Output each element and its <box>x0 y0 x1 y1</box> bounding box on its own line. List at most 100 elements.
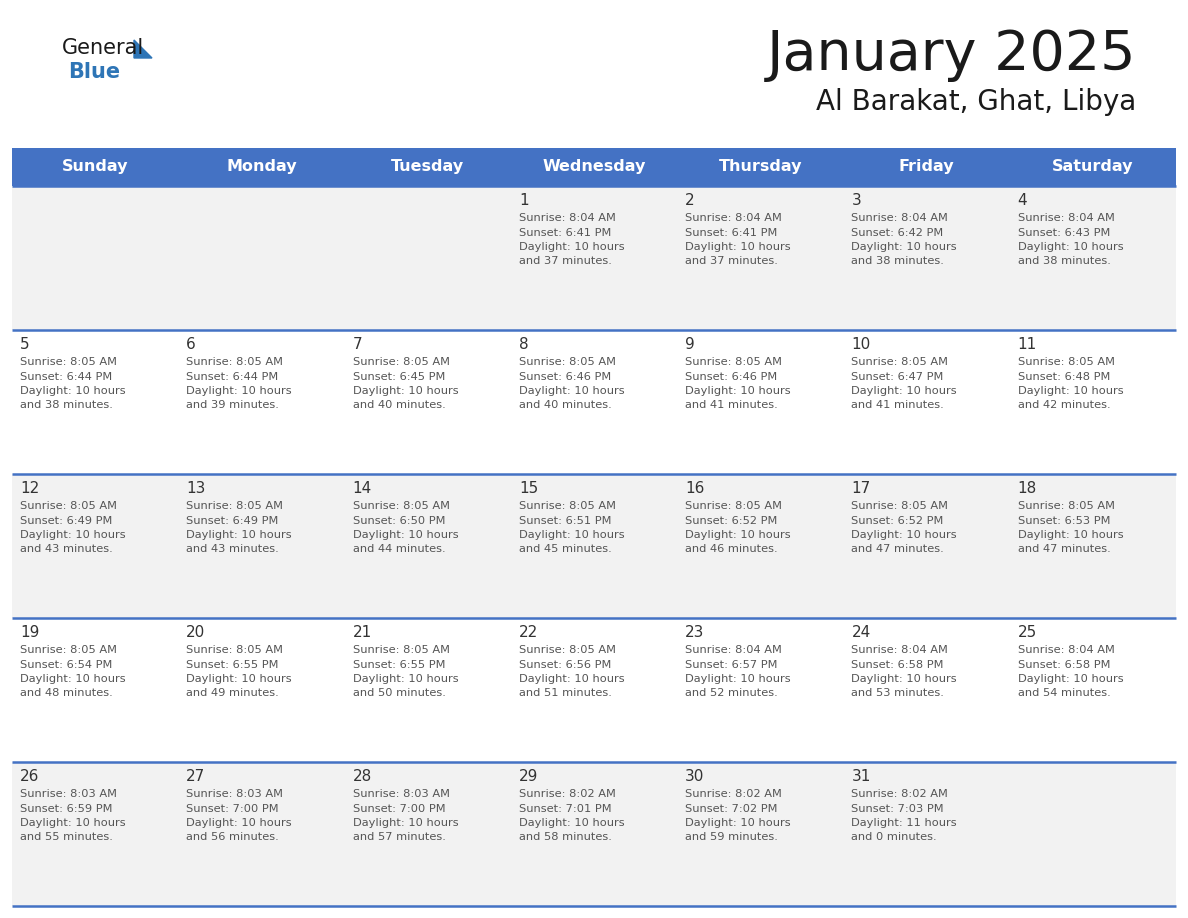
Text: 10: 10 <box>852 337 871 352</box>
Text: and 43 minutes.: and 43 minutes. <box>20 544 113 554</box>
Text: General: General <box>62 38 144 58</box>
Text: 24: 24 <box>852 625 871 640</box>
Text: Sunday: Sunday <box>62 160 128 174</box>
Text: 1: 1 <box>519 193 529 208</box>
Text: Sunset: 6:49 PM: Sunset: 6:49 PM <box>187 516 279 525</box>
Text: Sunrise: 8:04 AM: Sunrise: 8:04 AM <box>852 213 948 223</box>
Text: 16: 16 <box>685 481 704 496</box>
Text: Sunrise: 8:05 AM: Sunrise: 8:05 AM <box>852 357 948 367</box>
Text: and 37 minutes.: and 37 minutes. <box>519 256 612 266</box>
Text: and 49 minutes.: and 49 minutes. <box>187 688 279 699</box>
Text: Sunrise: 8:05 AM: Sunrise: 8:05 AM <box>187 357 283 367</box>
Text: Sunset: 6:44 PM: Sunset: 6:44 PM <box>20 372 112 382</box>
Text: and 57 minutes.: and 57 minutes. <box>353 833 446 843</box>
Text: Sunset: 6:41 PM: Sunset: 6:41 PM <box>685 228 777 238</box>
Text: Daylight: 10 hours: Daylight: 10 hours <box>685 530 791 540</box>
Text: and 58 minutes.: and 58 minutes. <box>519 833 612 843</box>
Bar <box>12 474 1176 618</box>
Text: and 45 minutes.: and 45 minutes. <box>519 544 612 554</box>
Polygon shape <box>134 40 152 58</box>
Text: Sunrise: 8:04 AM: Sunrise: 8:04 AM <box>1018 645 1114 655</box>
Text: Sunset: 6:46 PM: Sunset: 6:46 PM <box>519 372 611 382</box>
Text: Daylight: 10 hours: Daylight: 10 hours <box>685 674 791 684</box>
Text: and 38 minutes.: and 38 minutes. <box>1018 256 1111 266</box>
Text: Sunrise: 8:03 AM: Sunrise: 8:03 AM <box>187 789 283 799</box>
Text: and 55 minutes.: and 55 minutes. <box>20 833 113 843</box>
Text: Blue: Blue <box>68 62 120 82</box>
Text: Sunrise: 8:05 AM: Sunrise: 8:05 AM <box>353 645 449 655</box>
Text: 5: 5 <box>20 337 30 352</box>
Text: Sunset: 6:43 PM: Sunset: 6:43 PM <box>1018 228 1110 238</box>
Text: Daylight: 10 hours: Daylight: 10 hours <box>685 242 791 252</box>
Text: and 41 minutes.: and 41 minutes. <box>685 400 778 410</box>
Text: and 41 minutes.: and 41 minutes. <box>852 400 944 410</box>
Text: Sunrise: 8:05 AM: Sunrise: 8:05 AM <box>519 357 615 367</box>
Text: Daylight: 10 hours: Daylight: 10 hours <box>519 674 625 684</box>
Text: Daylight: 10 hours: Daylight: 10 hours <box>353 530 459 540</box>
Text: Sunset: 7:00 PM: Sunset: 7:00 PM <box>353 803 446 813</box>
Text: Sunrise: 8:02 AM: Sunrise: 8:02 AM <box>852 789 948 799</box>
Text: Tuesday: Tuesday <box>391 160 465 174</box>
Text: 22: 22 <box>519 625 538 640</box>
Text: Daylight: 10 hours: Daylight: 10 hours <box>20 674 126 684</box>
Text: Sunrise: 8:05 AM: Sunrise: 8:05 AM <box>1018 357 1114 367</box>
Text: Daylight: 10 hours: Daylight: 10 hours <box>20 386 126 396</box>
Text: 25: 25 <box>1018 625 1037 640</box>
Text: Daylight: 11 hours: Daylight: 11 hours <box>852 818 958 828</box>
Text: Sunset: 6:49 PM: Sunset: 6:49 PM <box>20 516 113 525</box>
Text: and 40 minutes.: and 40 minutes. <box>519 400 612 410</box>
Text: Sunrise: 8:05 AM: Sunrise: 8:05 AM <box>852 501 948 511</box>
Text: and 48 minutes.: and 48 minutes. <box>20 688 113 699</box>
Text: and 54 minutes.: and 54 minutes. <box>1018 688 1111 699</box>
Text: 4: 4 <box>1018 193 1028 208</box>
Text: Sunset: 7:00 PM: Sunset: 7:00 PM <box>187 803 279 813</box>
Text: January 2025: January 2025 <box>766 28 1136 82</box>
Text: Daylight: 10 hours: Daylight: 10 hours <box>852 674 958 684</box>
Text: Sunrise: 8:05 AM: Sunrise: 8:05 AM <box>685 357 782 367</box>
Text: 3: 3 <box>852 193 861 208</box>
Text: Sunrise: 8:05 AM: Sunrise: 8:05 AM <box>1018 501 1114 511</box>
Text: Daylight: 10 hours: Daylight: 10 hours <box>519 386 625 396</box>
Text: Sunset: 6:47 PM: Sunset: 6:47 PM <box>852 372 943 382</box>
Text: and 51 minutes.: and 51 minutes. <box>519 688 612 699</box>
Text: and 38 minutes.: and 38 minutes. <box>852 256 944 266</box>
Text: and 53 minutes.: and 53 minutes. <box>852 688 944 699</box>
Text: and 52 minutes.: and 52 minutes. <box>685 688 778 699</box>
Text: 28: 28 <box>353 769 372 784</box>
Text: 6: 6 <box>187 337 196 352</box>
Text: 18: 18 <box>1018 481 1037 496</box>
Text: Sunset: 7:02 PM: Sunset: 7:02 PM <box>685 803 778 813</box>
Text: Daylight: 10 hours: Daylight: 10 hours <box>353 386 459 396</box>
Text: Saturday: Saturday <box>1053 160 1133 174</box>
Text: and 42 minutes.: and 42 minutes. <box>1018 400 1111 410</box>
Text: Wednesday: Wednesday <box>542 160 646 174</box>
Text: 26: 26 <box>20 769 39 784</box>
Text: and 46 minutes.: and 46 minutes. <box>685 544 778 554</box>
Text: Sunrise: 8:05 AM: Sunrise: 8:05 AM <box>20 357 116 367</box>
Bar <box>12 186 1176 330</box>
Text: Sunrise: 8:04 AM: Sunrise: 8:04 AM <box>1018 213 1114 223</box>
Text: Sunset: 6:41 PM: Sunset: 6:41 PM <box>519 228 612 238</box>
Text: Daylight: 10 hours: Daylight: 10 hours <box>187 386 292 396</box>
Text: Sunrise: 8:05 AM: Sunrise: 8:05 AM <box>187 645 283 655</box>
Text: Daylight: 10 hours: Daylight: 10 hours <box>1018 386 1124 396</box>
Text: Daylight: 10 hours: Daylight: 10 hours <box>852 530 958 540</box>
Text: Sunset: 6:50 PM: Sunset: 6:50 PM <box>353 516 446 525</box>
Text: Sunset: 6:57 PM: Sunset: 6:57 PM <box>685 659 778 669</box>
Text: and 56 minutes.: and 56 minutes. <box>187 833 279 843</box>
Text: Daylight: 10 hours: Daylight: 10 hours <box>1018 530 1124 540</box>
Text: Daylight: 10 hours: Daylight: 10 hours <box>852 242 958 252</box>
Text: Sunrise: 8:05 AM: Sunrise: 8:05 AM <box>353 501 449 511</box>
Text: and 39 minutes.: and 39 minutes. <box>187 400 279 410</box>
Text: Sunset: 6:53 PM: Sunset: 6:53 PM <box>1018 516 1111 525</box>
Bar <box>12 330 1176 474</box>
Text: and 40 minutes.: and 40 minutes. <box>353 400 446 410</box>
Text: and 0 minutes.: and 0 minutes. <box>852 833 937 843</box>
Text: Sunrise: 8:04 AM: Sunrise: 8:04 AM <box>685 645 782 655</box>
Text: Sunset: 6:51 PM: Sunset: 6:51 PM <box>519 516 612 525</box>
Text: Monday: Monday <box>226 160 297 174</box>
Text: Sunrise: 8:04 AM: Sunrise: 8:04 AM <box>852 645 948 655</box>
Text: Daylight: 10 hours: Daylight: 10 hours <box>1018 242 1124 252</box>
Text: Sunset: 6:56 PM: Sunset: 6:56 PM <box>519 659 612 669</box>
Text: and 59 minutes.: and 59 minutes. <box>685 833 778 843</box>
